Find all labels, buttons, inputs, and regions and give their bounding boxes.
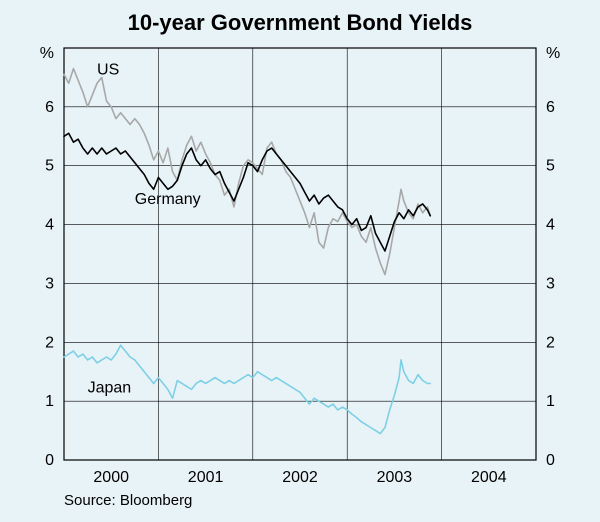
chart-background — [0, 0, 600, 522]
ytick-right: 1 — [546, 393, 555, 410]
y-unit-left: % — [40, 45, 54, 62]
ytick-left: 1 — [45, 393, 54, 410]
ytick-left: 0 — [45, 452, 54, 469]
xtick: 2003 — [377, 469, 413, 486]
ytick-right: 6 — [546, 99, 555, 116]
xtick: 2000 — [93, 469, 129, 486]
ytick-left: 4 — [45, 217, 54, 234]
series-label-germany: Germany — [135, 191, 201, 208]
chart-title: 10-year Government Bond Yields — [128, 10, 473, 35]
ytick-right: 5 — [546, 158, 555, 175]
xtick: 2002 — [282, 469, 318, 486]
ytick-left: 6 — [45, 99, 54, 116]
ytick-left: 2 — [45, 334, 54, 351]
source-label: Source: Bloomberg — [64, 492, 192, 509]
bond-yield-chart: 10-year Government Bond Yields 0 0 1 1 2 2 3 3 4 4… — [0, 0, 600, 522]
xtick: 2001 — [188, 469, 224, 486]
ytick-left: 5 — [45, 158, 54, 175]
xtick: 2004 — [471, 469, 507, 486]
ytick-right: 2 — [546, 334, 555, 351]
y-unit-right: % — [546, 45, 560, 62]
ytick-right: 3 — [546, 275, 555, 292]
series-label-japan: Japan — [88, 379, 132, 396]
chart-card: 10-year Government Bond Yields 0 0 1 1 2 2 3 3 4 4… — [0, 0, 600, 522]
series-label-us: US — [97, 61, 119, 78]
ytick-right: 0 — [546, 452, 555, 469]
ytick-right: 4 — [546, 217, 555, 234]
ytick-left: 3 — [45, 275, 54, 292]
